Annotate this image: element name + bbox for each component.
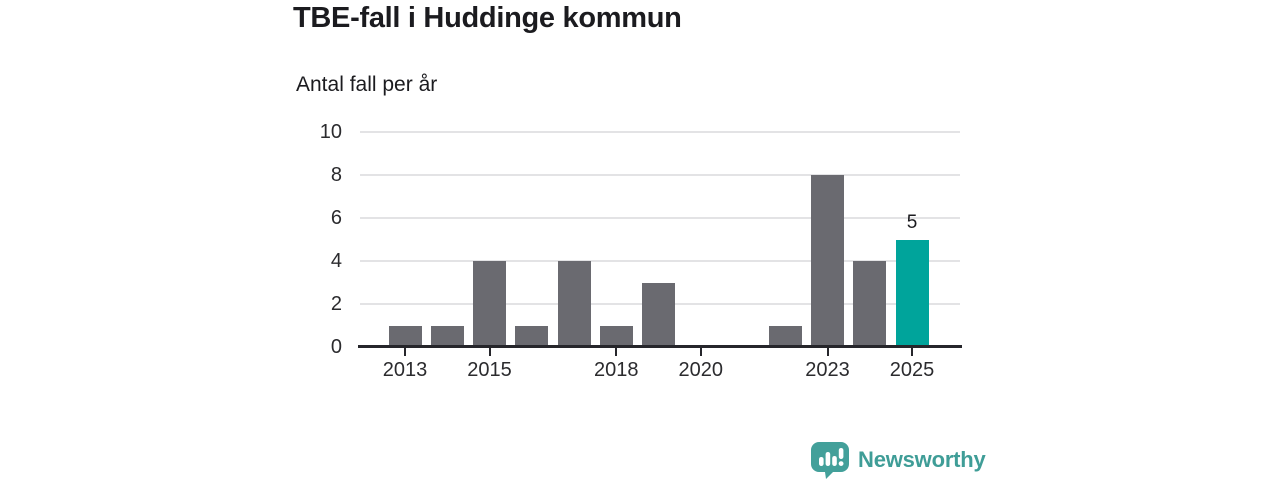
bar-2022 [768, 325, 802, 347]
x-tick-label: 2025 [889, 359, 935, 381]
bar-2016 [515, 325, 549, 347]
x-tick [699, 347, 702, 356]
gridline [360, 260, 960, 262]
chart-title: TBE-fall i Huddinge kommun [293, 2, 682, 34]
x-tick [911, 347, 913, 356]
x-tick-label: 2013 [382, 359, 428, 381]
gridline [360, 174, 960, 176]
y-tick-label: 10 [319, 121, 342, 143]
bar-2014 [430, 325, 464, 347]
x-tick-label: 2023 [805, 359, 850, 381]
x-tick [488, 347, 491, 356]
y-tick-label: 8 [330, 164, 342, 186]
x-axis-line [358, 345, 962, 348]
x-tick-label: 2020 [678, 359, 724, 381]
bar-2017 [557, 261, 591, 347]
y-tick-label: 4 [330, 250, 342, 272]
bar-2024 [853, 261, 887, 347]
x-tick-label: 2018 [594, 359, 639, 381]
chart-subtitle: Antal fall per år [296, 73, 438, 96]
newsworthy-wordmark: Newsworthy [858, 447, 986, 472]
x-tick [826, 347, 829, 356]
x-tick-label: 2015 [467, 359, 512, 381]
bar-2019 [642, 282, 675, 347]
bar-2023 [811, 175, 844, 347]
bar-2025 [895, 239, 929, 347]
gridline [360, 217, 960, 219]
highlight-value-annotation: 5 [906, 211, 918, 233]
bar-chart-plot: 0 2 4 6 8 10 2013 2015 2018 2020 2023 2025 5 [320, 122, 962, 381]
x-tick [615, 347, 618, 356]
bar-chart-speech-bubble-icon [811, 442, 849, 479]
bar-2018 [599, 325, 633, 347]
y-tick-label: 6 [330, 207, 342, 229]
y-tick-label: 0 [330, 336, 342, 358]
bar-2015 [473, 261, 506, 347]
gridline [360, 131, 960, 133]
newsworthy-logo: Newsworthy [810, 441, 986, 479]
y-tick-label: 2 [330, 293, 342, 315]
bar-2013 [388, 325, 422, 347]
x-tick [404, 347, 406, 356]
